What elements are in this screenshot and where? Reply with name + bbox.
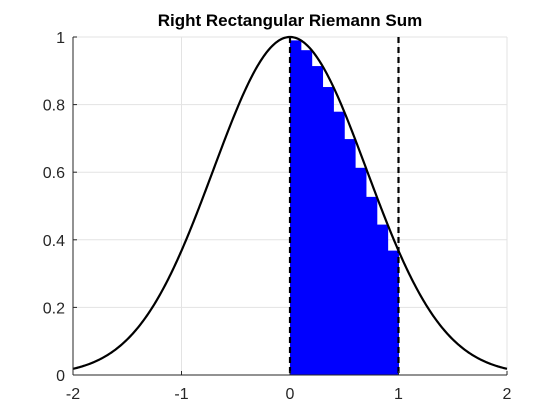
x-tick-label: -2	[66, 386, 80, 403]
y-tick-label: 0.8	[43, 98, 65, 115]
riemann-rectangles	[290, 40, 399, 376]
riemann-bar	[322, 87, 334, 376]
riemann-bar	[365, 196, 378, 375]
y-axis-ticks: 0 0.2 0.4 0.6 0.8 1	[43, 30, 77, 385]
x-tick-label: -1	[174, 386, 188, 403]
y-tick-label: 0	[56, 368, 65, 385]
y-tick-label: 1	[56, 30, 65, 47]
riemann-bar	[355, 167, 367, 375]
y-tick-label: 0.2	[43, 300, 65, 317]
y-tick-label: 0.6	[43, 165, 65, 182]
riemann-bar	[290, 40, 302, 375]
x-axis-ticks: -2 -1 0 1 2	[66, 371, 512, 403]
riemann-bar	[344, 139, 356, 375]
interval-bounds	[288, 37, 400, 375]
chart-title: Right Rectangular Riemann Sum	[158, 11, 422, 30]
x-tick-label: 1	[394, 386, 403, 403]
riemann-bar	[333, 111, 345, 375]
riemann-bar	[311, 66, 324, 376]
x-tick-label: 2	[503, 386, 512, 403]
riemann-bar	[387, 250, 399, 375]
riemann-bar	[300, 50, 313, 375]
y-tick-label: 0.4	[43, 233, 65, 250]
riemann-bar	[376, 224, 389, 375]
x-tick-label: 0	[286, 386, 295, 403]
